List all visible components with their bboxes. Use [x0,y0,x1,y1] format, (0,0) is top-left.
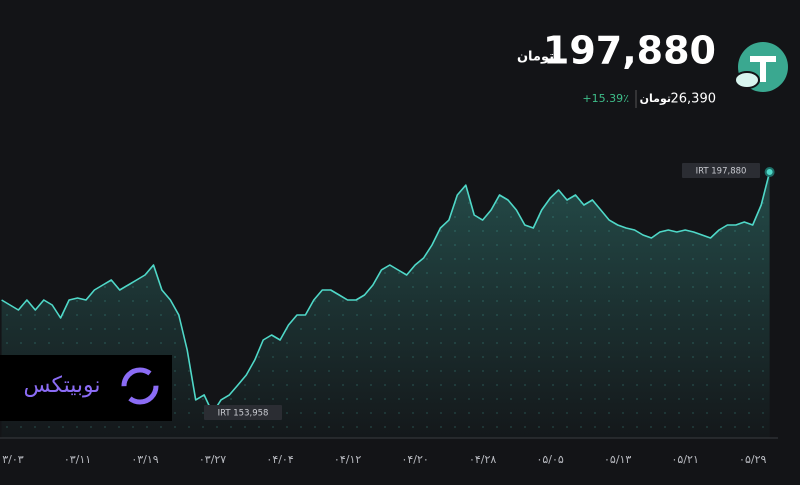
annotation: IRT 153,958 [218,409,269,419]
area [1,172,770,438]
usd-price: 26,390 [671,92,717,107]
change: +15.39٪ [582,92,629,105]
x-tick-label: ۰۵/۱۳ [604,453,631,466]
x-tick-label: ۰۵/۰۵ [536,453,563,466]
coin-logo-t [750,56,776,82]
x-tick-label: ۰۳/۱۱ [64,453,91,466]
usd-unit: تومان [640,92,671,105]
last-point [764,167,775,178]
line [1,171,771,414]
x-tick-label: ۰۳/۱۹ [131,453,158,466]
watermark-logo [121,367,159,405]
x-tick-label: ۰۴/۲۸ [469,453,496,466]
annotation-box [204,405,282,420]
coin-badge [734,71,760,89]
x-tick-label: ۰۵/۲۹ [739,453,766,466]
x-tick-label: ۰۳/۲۷ [199,453,226,466]
watermark-text: نوبیتکس [23,373,100,398]
price: 197,880 [543,29,716,73]
x-tick-label: ۰۴/۰۴ [266,453,293,466]
x-tick-label: ۰۳/۰۳ [0,453,24,466]
annotation-box [682,163,760,178]
x-tick-label: ۰۵/۲۱ [672,453,699,466]
annotation: IRT 197,880 [696,167,747,177]
watermark-box [0,355,172,421]
x-tick-label: ۰۴/۱۲ [334,453,361,466]
plot: IRT 197,880 IRT 153,958 ۰۳/۰۳ ۰۳/۱۱ ۰۳/۱۹ ۰۳/… [0,163,775,466]
price-unit: تومان [517,50,554,65]
x-tick-label: ۰۴/۲۰ [401,453,428,466]
